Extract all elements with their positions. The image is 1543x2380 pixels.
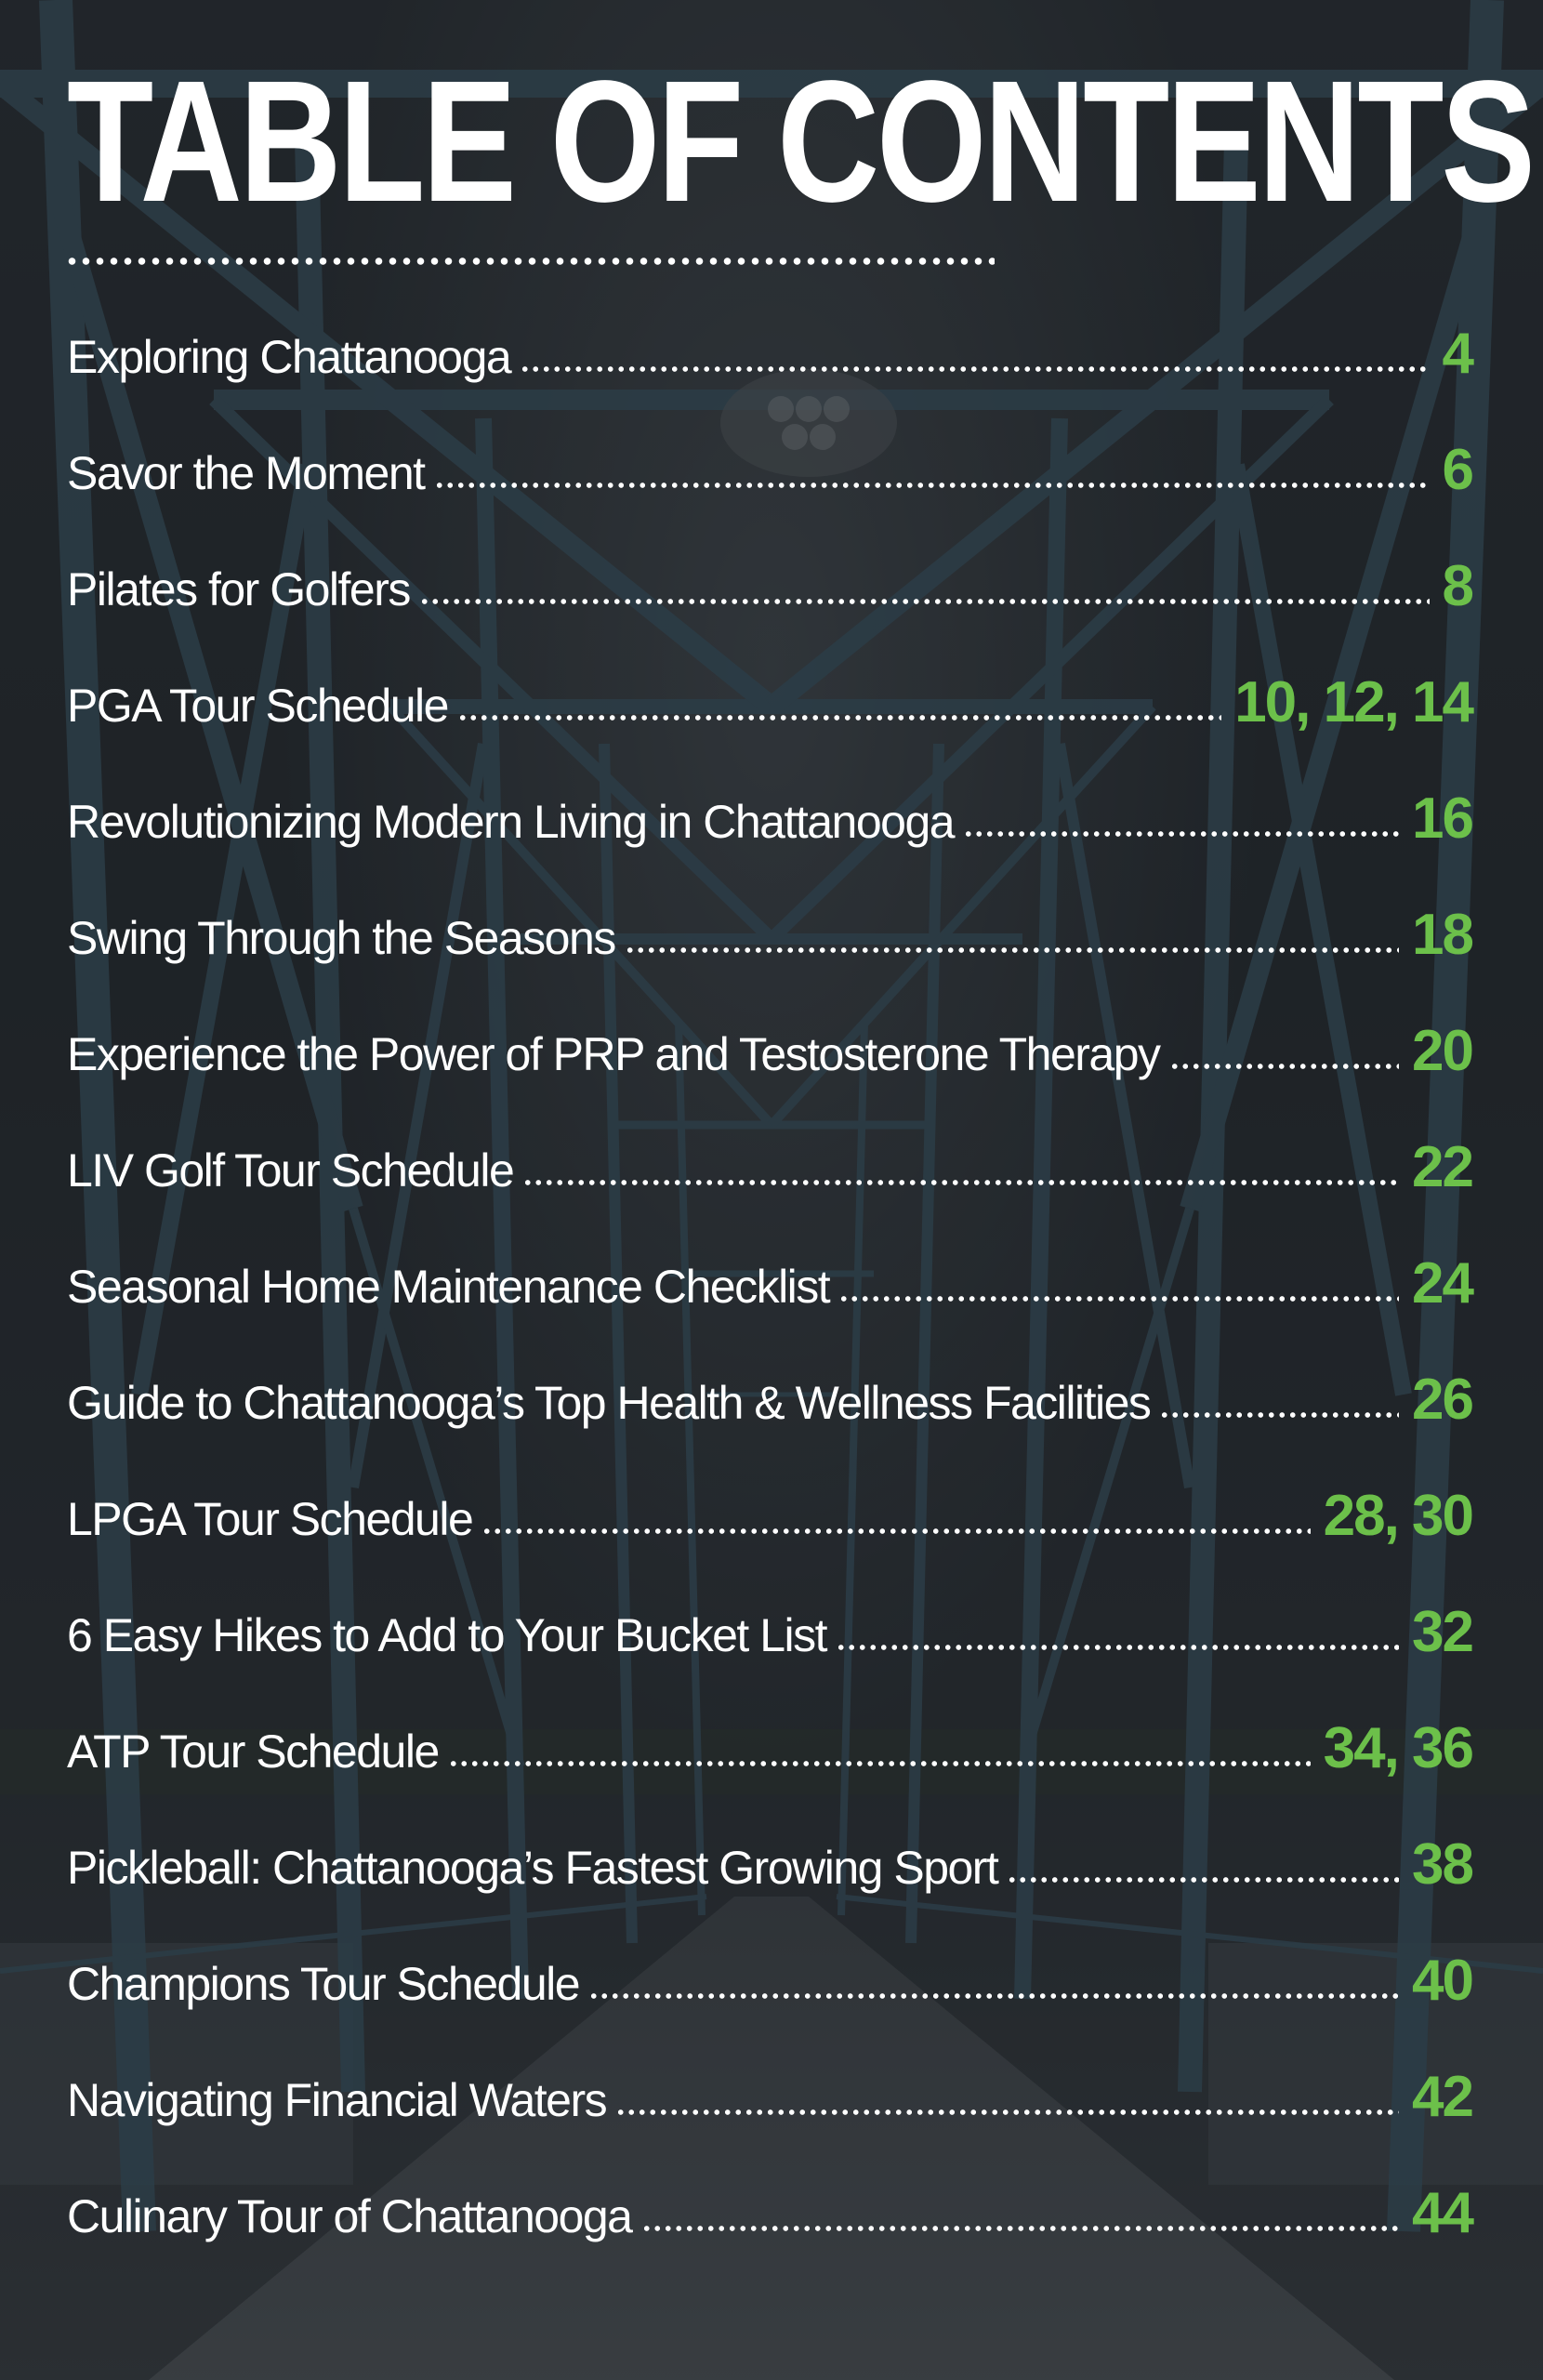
toc-entry[interactable]: Swing Through the Seasons 18 xyxy=(67,902,1474,1018)
toc-entry[interactable]: Navigating Financial Waters 42 xyxy=(67,2064,1474,2180)
dot-leader xyxy=(433,482,1430,489)
dot-leader xyxy=(447,1760,1311,1767)
toc-entry-title: Experience the Power of PRP and Testoste… xyxy=(67,1028,1161,1080)
dot-leader xyxy=(1007,1876,1400,1884)
toc-entry-title: PGA Tour Schedule xyxy=(67,680,449,732)
toc-entry-title: Champions Tour Schedule xyxy=(67,1958,581,2010)
toc-entry-pages: 16 xyxy=(1412,787,1474,851)
dot-leader xyxy=(520,365,1430,373)
toc-entry[interactable]: ATP Tour Schedule 34, 36 xyxy=(67,1715,1474,1831)
dot-leader xyxy=(588,1992,1400,2000)
dot-leader xyxy=(640,2225,1400,2232)
toc-list: Exploring Chattanooga 4 Savor the Moment… xyxy=(67,321,1475,2296)
toc-entry-pages: 10, 12, 14 xyxy=(1234,670,1474,734)
toc-entry-pages: 22 xyxy=(1412,1135,1474,1199)
dot-leader xyxy=(963,830,1400,838)
dot-leader xyxy=(481,1527,1311,1535)
toc-entry-title: LIV Golf Tour Schedule xyxy=(67,1144,515,1197)
toc-entry[interactable]: Seasonal Home Maintenance Checklist 24 xyxy=(67,1250,1474,1367)
toc-entry-pages: 24 xyxy=(1412,1251,1474,1316)
dot-leader xyxy=(456,714,1222,721)
toc-entry-title: Seasonal Home Maintenance Checklist xyxy=(67,1261,831,1313)
toc-entry-title: 6 Easy Hikes to Add to Your Bucket List xyxy=(67,1609,828,1661)
toc-entry[interactable]: Revolutionizing Modern Living in Chattan… xyxy=(67,786,1474,902)
toc-entry-pages: 6 xyxy=(1442,438,1475,502)
toc-entry-title: Pickleball: Chattanooga’s Fastest Growin… xyxy=(67,1842,999,1894)
toc-entry[interactable]: LIV Golf Tour Schedule 22 xyxy=(67,1134,1474,1250)
title-dotted-divider xyxy=(65,257,995,266)
toc-entry-title: Navigating Financial Waters xyxy=(67,2074,608,2126)
toc-entry[interactable]: Experience the Power of PRP and Testoste… xyxy=(67,1018,1474,1134)
dot-leader xyxy=(836,1644,1400,1651)
toc-entry-title: Swing Through the Seasons xyxy=(67,912,616,964)
toc-entry-title: Exploring Chattanooga xyxy=(67,331,512,383)
dot-leader xyxy=(838,1295,1400,1302)
toc-entry[interactable]: Pickleball: Chattanooga’s Fastest Growin… xyxy=(67,1831,1474,1948)
dot-leader xyxy=(1159,1411,1400,1419)
toc-entry[interactable]: Champions Tour Schedule 40 xyxy=(67,1948,1474,2064)
toc-entry[interactable]: LPGA Tour Schedule 28, 30 xyxy=(67,1483,1474,1599)
dot-leader xyxy=(1168,1063,1400,1070)
toc-entry[interactable]: Pilates for Golfers 8 xyxy=(67,553,1475,669)
toc-entry-pages: 28, 30 xyxy=(1323,1484,1474,1548)
toc-entry[interactable]: Guide to Chattanooga’s Top Health & Well… xyxy=(67,1367,1474,1483)
toc-entry-pages: 40 xyxy=(1412,1949,1474,2013)
toc-entry-title: Revolutionizing Modern Living in Chattan… xyxy=(67,796,956,848)
toc-entry-title: Culinary Tour of Chattanooga xyxy=(67,2190,633,2242)
toc-entry-title: LPGA Tour Schedule xyxy=(67,1493,474,1545)
toc-entry-pages: 34, 36 xyxy=(1323,1716,1474,1780)
dot-leader xyxy=(624,946,1400,954)
toc-entry-pages: 38 xyxy=(1412,1832,1474,1897)
toc-entry[interactable]: PGA Tour Schedule 10, 12, 14 xyxy=(67,669,1474,786)
toc-entry-pages: 8 xyxy=(1442,554,1475,618)
toc-entry[interactable]: 6 Easy Hikes to Add to Your Bucket List … xyxy=(67,1599,1474,1715)
toc-entry-pages: 18 xyxy=(1412,903,1474,967)
toc-entry-pages: 20 xyxy=(1412,1019,1474,1083)
toc-entry-title: ATP Tour Schedule xyxy=(67,1726,440,1778)
toc-entry[interactable]: Savor the Moment 6 xyxy=(67,437,1475,553)
page-title: TABLE OF CONTENTS xyxy=(67,46,1536,238)
toc-entry-pages: 44 xyxy=(1412,2181,1474,2245)
toc-entry-title: Guide to Chattanooga’s Top Health & Well… xyxy=(67,1377,1152,1429)
toc-entry-pages: 32 xyxy=(1412,1600,1474,1664)
dot-leader xyxy=(615,2109,1400,2116)
toc-entry[interactable]: Exploring Chattanooga 4 xyxy=(67,321,1475,437)
toc-entry-pages: 26 xyxy=(1412,1368,1474,1432)
toc-entry[interactable]: Culinary Tour of Chattanooga 44 xyxy=(67,2180,1474,2296)
dot-leader xyxy=(522,1179,1400,1186)
toc-entry-title: Savor the Moment xyxy=(67,447,426,499)
toc-entry-title: Pilates for Golfers xyxy=(67,563,411,615)
toc-entry-pages: 42 xyxy=(1412,2065,1474,2129)
dot-leader xyxy=(418,598,1430,605)
toc-entry-pages: 4 xyxy=(1442,322,1475,386)
